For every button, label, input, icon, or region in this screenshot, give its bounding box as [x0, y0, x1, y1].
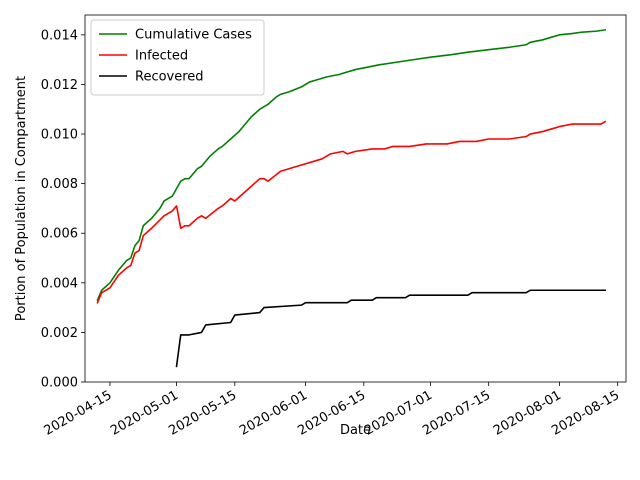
y-tick-label: 0.000	[41, 376, 78, 391]
y-axis-ticks: 0.000 0.002 0.004 0.006 0.008 0.010 0.012 0.014	[41, 28, 85, 391]
y-tick-label: 0.012	[41, 78, 78, 93]
legend-entry-label: Cumulative Cases	[135, 28, 252, 43]
series-line-recovered	[175, 289, 606, 368]
series-line-cumulative-cases	[96, 28, 607, 302]
y-axis-label: Portion of Population in Compartment	[14, 76, 29, 321]
x-axis-label: Date	[340, 423, 371, 438]
y-tick-label: 0.006	[41, 227, 78, 242]
legend-entry-label: Recovered	[135, 70, 204, 85]
y-tick-label: 0.014	[41, 28, 78, 43]
series-line-infected	[96, 120, 607, 304]
legend-box	[90, 19, 265, 96]
y-tick-label: 0.004	[41, 276, 78, 291]
y-tick-label: 0.010	[41, 128, 78, 143]
y-tick-label: 0.008	[41, 177, 78, 192]
axes-frame	[84, 14, 627, 383]
legend: Cumulative Cases Infected Recovered	[90, 19, 265, 96]
legend-entry-label: Infected	[135, 49, 188, 64]
series-lines	[96, 28, 607, 368]
y-tick-label: 0.002	[41, 326, 78, 341]
